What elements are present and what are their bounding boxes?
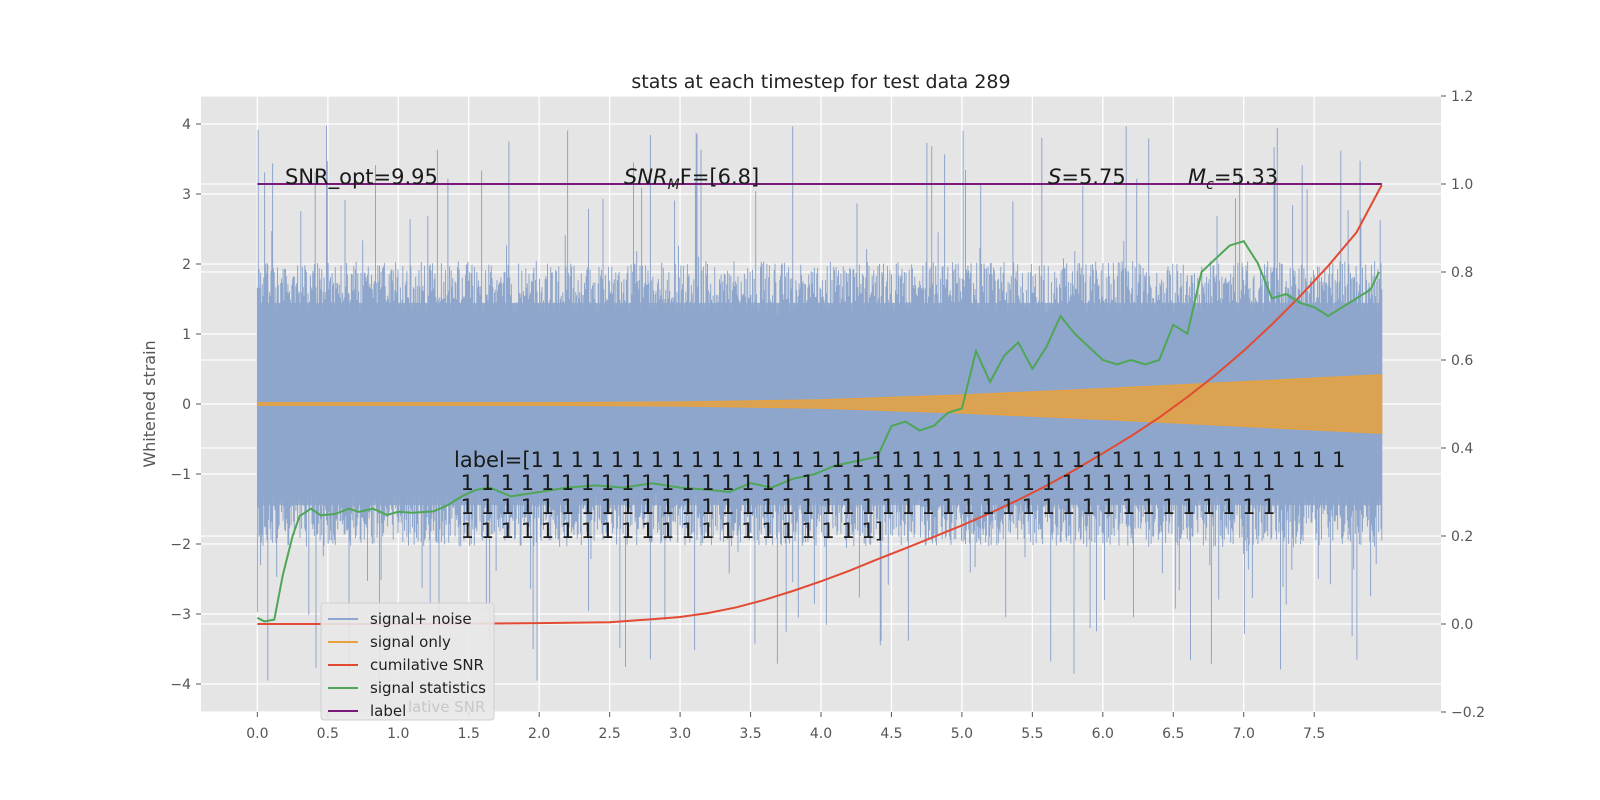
- label-line-4: 1 1 1 1 1 1 1 1 1 1 1 1 1 1 1 1 1 1 1 1 …: [454, 519, 883, 543]
- label-line-1: label=[1 1 1 1 1 1 1 1 1 1 1 1 1 1 1 1 1…: [454, 448, 1345, 472]
- x-tick-label-5: 2.5: [599, 726, 621, 742]
- y-tick-label-3: 1: [182, 327, 191, 343]
- x-tick-label-4: 2.0: [528, 726, 550, 742]
- s-symbol: S: [1048, 165, 1061, 189]
- y-tick-label-6: −2: [170, 537, 191, 553]
- x-tick-label-6: 3.0: [669, 726, 691, 742]
- series-lines: [256, 183, 1383, 625]
- y-tick-label-7: −3: [170, 607, 191, 623]
- mc-annotation: Mc=5.33: [1188, 165, 1278, 193]
- s-value: =5.75: [1061, 165, 1125, 189]
- x-tick-label-15: 7.5: [1303, 726, 1325, 742]
- chart-title: stats at each timestep for test data 289: [631, 71, 1010, 93]
- x-tick-label-2: 1.0: [387, 726, 409, 742]
- snr-mf-symbol: SNR: [624, 165, 668, 189]
- x-tick-label-12: 6.0: [1092, 726, 1114, 742]
- y-tick-label-8: −4: [170, 677, 191, 693]
- x-tick-label-14: 7.0: [1233, 726, 1255, 742]
- stat-annotations: SNR_opt=9.95 SNRMF=[6.8] S=5.75 Mc=5.33: [285, 165, 1278, 193]
- y2-tick-label-3: 0.6: [1451, 353, 1473, 369]
- legend-label-cumulative: cumilative SNR: [370, 656, 484, 674]
- signal-envelope: [256, 374, 1383, 434]
- x-tick-label-10: 5.0: [951, 726, 973, 742]
- legend-label-signal: signal only: [370, 633, 451, 651]
- label-line-3: 1 1 1 1 1 1 1 1 1 1 1 1 1 1 1 1 1 1 1 1 …: [454, 495, 1275, 519]
- snr-opt-annotation: SNR_opt=9.95: [285, 165, 438, 190]
- label-annotation: label=[1 1 1 1 1 1 1 1 1 1 1 1 1 1 1 1 1…: [454, 448, 1345, 543]
- x-tick-label-13: 6.5: [1162, 726, 1184, 742]
- mc-value: =5.33: [1214, 165, 1278, 189]
- legend-label-label: label: [370, 702, 406, 720]
- legend-label-statistics: signal statistics: [370, 679, 486, 697]
- snr-mf-annotation: SNRMF=[6.8]: [624, 165, 759, 193]
- y-tick-label-2: 2: [182, 257, 191, 273]
- y2-tick-label-6: 0.0: [1451, 617, 1473, 633]
- legend: lative SNR signal+ noise signal only cum…: [320, 602, 495, 721]
- signal-band: [256, 374, 1383, 434]
- snr-mf-subscript: M: [668, 177, 680, 193]
- y-axis-label: Whitened strain: [140, 340, 159, 467]
- mc-subscript: c: [1206, 177, 1214, 193]
- y2-tick-label-7: −0.2: [1451, 705, 1485, 721]
- tick-labels: 0.0 0.5 1.0 1.5 2.0 2.5 3.0 3.5 4.0 4.5 5.0 5.5 6.0 6…: [170, 89, 1485, 742]
- x-tick-label-11: 5.5: [1021, 726, 1043, 742]
- legend-ghost-text: lative SNR: [408, 698, 485, 716]
- snr-mf-value: F=[6.8]: [680, 165, 759, 189]
- series-line-0: [257, 184, 1383, 625]
- label-line-2: 1 1 1 1 1 1 1 1 1 1 1 1 1 1 1 1 1 1 1 1 …: [454, 471, 1275, 495]
- x-tick-label-7: 3.5: [739, 726, 761, 742]
- x-tick-label-8: 4.0: [810, 726, 832, 742]
- x-tick-label-3: 1.5: [458, 726, 480, 742]
- y2-tick-label-2: 0.8: [1451, 265, 1473, 281]
- series-line-1: [256, 240, 1380, 623]
- x-tick-label-9: 4.5: [880, 726, 902, 742]
- y2-tick-label-4: 0.4: [1451, 441, 1473, 457]
- y2-tick-label-1: 1.0: [1451, 177, 1473, 193]
- y-tick-label-4: 0: [182, 397, 191, 413]
- mc-symbol: M: [1188, 165, 1206, 189]
- x-tick-label-0: 0.0: [246, 726, 268, 742]
- x-tick-label-1: 0.5: [317, 726, 339, 742]
- legend-label-noise: signal+ noise: [370, 610, 472, 628]
- y-tick-label-1: 3: [182, 187, 191, 203]
- y-tick-label-0: 4: [182, 117, 191, 133]
- s-annotation: S=5.75: [1048, 165, 1126, 189]
- y2-tick-label-0: 1.2: [1451, 89, 1473, 105]
- y2-tick-label-5: 0.2: [1451, 529, 1473, 545]
- y-tick-label-5: −1: [170, 467, 191, 483]
- legend-box: [320, 602, 495, 721]
